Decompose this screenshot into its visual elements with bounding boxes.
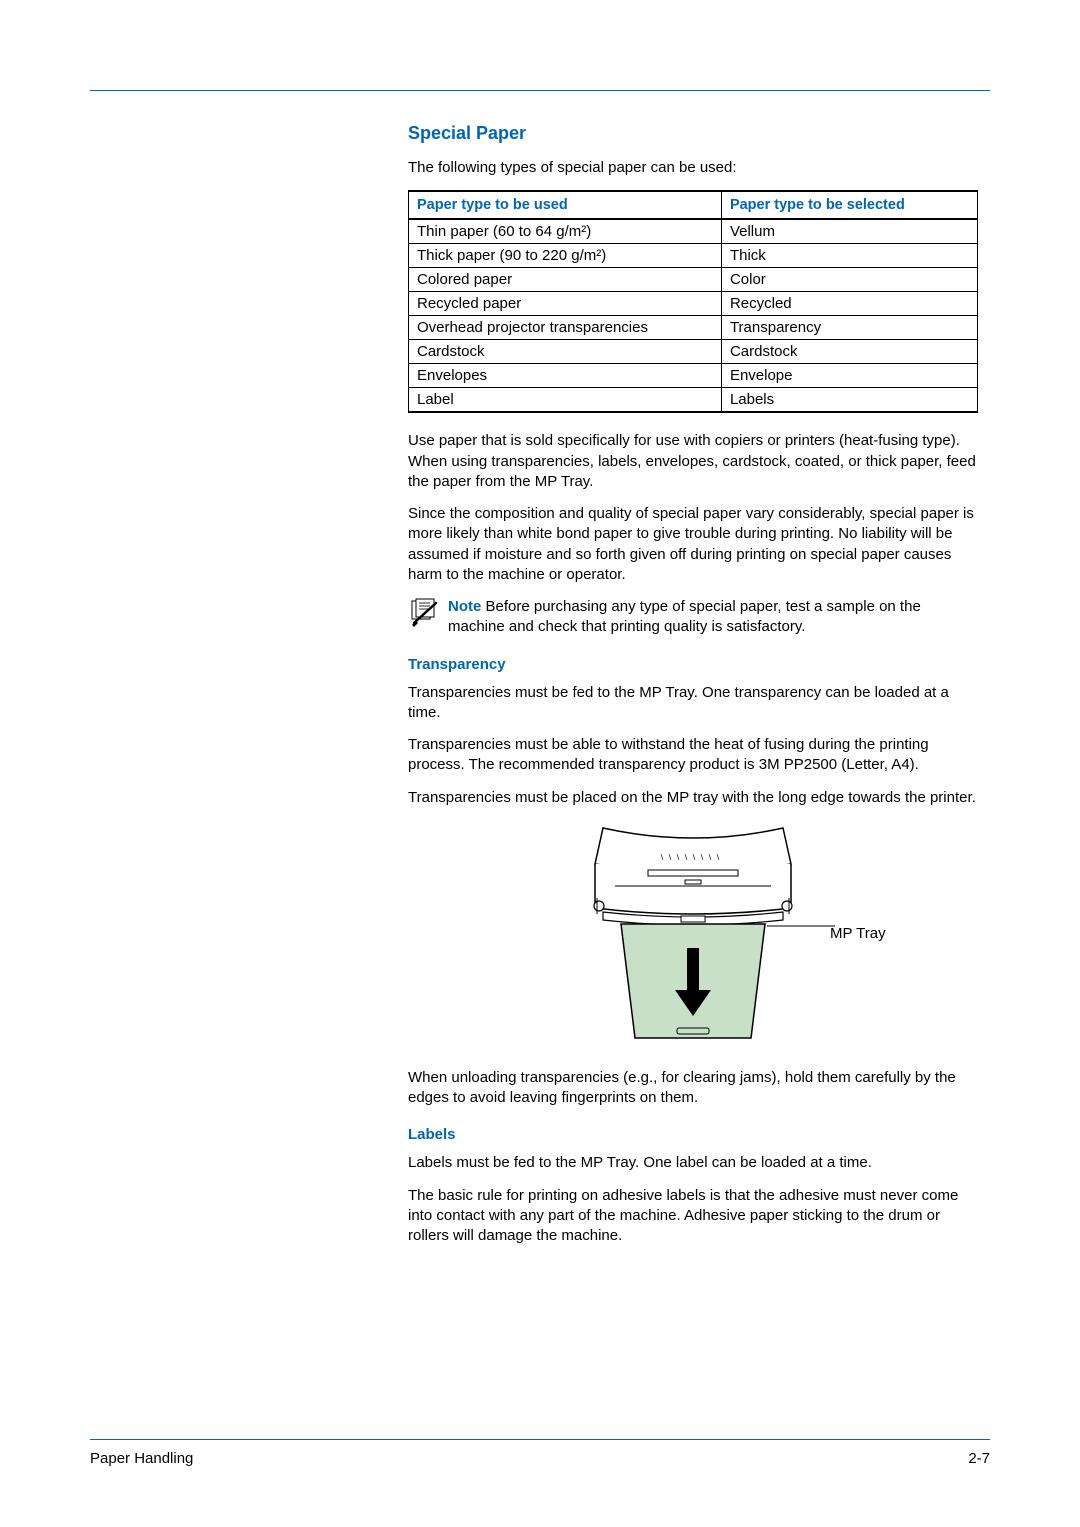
main-content: Special Paper The following types of spe… [408, 123, 978, 1246]
figure-label: MP Tray [830, 925, 886, 942]
paper-type-table: Paper type to be used Paper type to be s… [408, 190, 978, 413]
note-body: Before purchasing any type of special pa… [448, 598, 921, 635]
table-row: Thin paper (60 to 64 g/m²)Vellum [409, 219, 978, 244]
table-header-used: Paper type to be used [409, 191, 722, 219]
table-row: CardstockCardstock [409, 340, 978, 364]
note-block: Note Before purchasing any type of speci… [408, 597, 978, 638]
table-row: Recycled paperRecycled [409, 292, 978, 316]
top-rule [90, 90, 990, 91]
intro-paragraph: The following types of special paper can… [408, 158, 978, 178]
note-text: Note Before purchasing any type of speci… [448, 597, 978, 638]
table-row: LabelLabels [409, 388, 978, 413]
heading-special-paper: Special Paper [408, 123, 978, 144]
table-row: Overhead projector transparenciesTranspa… [409, 316, 978, 340]
transparency-p4: When unloading transparencies (e.g., for… [408, 1068, 978, 1109]
footer-rule [90, 1439, 990, 1440]
transparency-p3: Transparencies must be placed on the MP … [408, 788, 978, 808]
heading-labels: Labels [408, 1126, 978, 1143]
heading-transparency: Transparency [408, 656, 978, 673]
footer-left: Paper Handling [90, 1450, 193, 1467]
footer-right: 2-7 [968, 1450, 990, 1467]
printer-illustration [543, 820, 843, 1050]
note-icon [408, 597, 442, 631]
labels-p1: Labels must be fed to the MP Tray. One l… [408, 1153, 978, 1173]
page-footer: Paper Handling 2-7 [90, 1439, 990, 1467]
transparency-p2: Transparencies must be able to withstand… [408, 735, 978, 776]
table-row: EnvelopesEnvelope [409, 364, 978, 388]
table-row: Colored paperColor [409, 268, 978, 292]
labels-p2: The basic rule for printing on adhesive … [408, 1186, 978, 1247]
mp-tray-figure: MP Tray [408, 820, 978, 1054]
transparency-p1: Transparencies must be fed to the MP Tra… [408, 683, 978, 724]
after-table-p2: Since the composition and quality of spe… [408, 504, 978, 585]
note-label: Note [448, 598, 481, 615]
table-header-selected: Paper type to be selected [721, 191, 977, 219]
after-table-p1: Use paper that is sold specifically for … [408, 431, 978, 492]
table-row: Thick paper (90 to 220 g/m²)Thick [409, 244, 978, 268]
